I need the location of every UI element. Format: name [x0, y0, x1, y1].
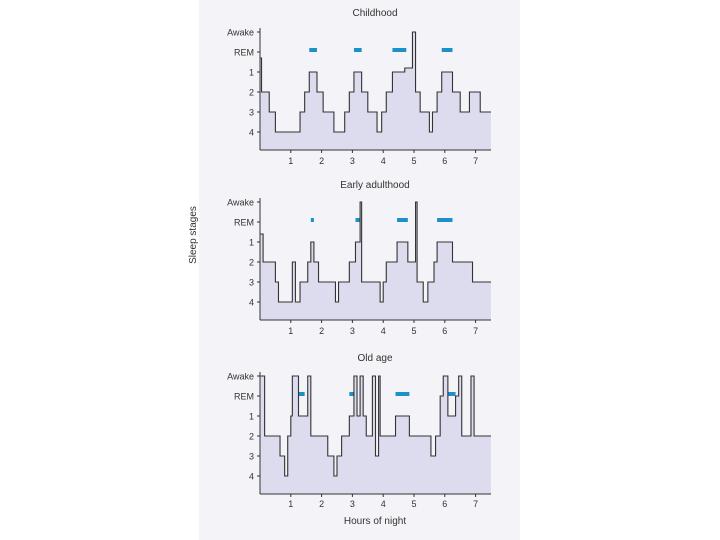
x-tick-label: 4 [381, 499, 386, 509]
rem-period [353, 48, 362, 52]
rem-period [310, 218, 314, 222]
x-tick-label: 2 [319, 326, 324, 336]
chart-title: Old age [357, 353, 392, 364]
y-tick-label: 1 [249, 68, 254, 78]
y-tick-label: REM [234, 218, 254, 228]
chart-early-adulthood: Early adulthood Awake REM 1 2 3 4 1 2 3 4 5 6 7 [227, 180, 491, 336]
rem-period [437, 218, 453, 222]
hypnogram-area [260, 32, 491, 150]
x-tick-label: 4 [381, 156, 386, 166]
x-tick-label: 2 [319, 499, 324, 509]
y-tick-label: 1 [249, 412, 254, 422]
y-tick-label: 3 [249, 278, 254, 288]
y-tick-label: 4 [249, 128, 254, 138]
rem-period [309, 48, 317, 52]
x-tick-label: 6 [442, 156, 447, 166]
rem-period [355, 218, 361, 222]
x-tick-label: 3 [350, 499, 355, 509]
chart-title: Childhood [352, 8, 397, 19]
chart-childhood: Childhood Awake REM 1 2 3 4 1 2 3 4 5 6 7 [227, 8, 491, 166]
rem-period [397, 218, 408, 222]
y-tick-label: 3 [249, 108, 254, 118]
rem-period [441, 48, 453, 52]
x-tick-label: 5 [411, 326, 416, 336]
rem-period [392, 48, 407, 52]
x-tick-label: 3 [350, 156, 355, 166]
x-tick-label: 1 [288, 156, 293, 166]
y-tick-label: Awake [227, 372, 254, 382]
x-tick-label: 1 [288, 326, 293, 336]
y-tick-label: 3 [249, 452, 254, 462]
y-tick-label: 2 [249, 432, 254, 442]
hypnogram-line [260, 31, 491, 133]
x-tick-label: 7 [473, 326, 478, 336]
x-tick-label: 5 [411, 499, 416, 509]
x-tick-label: 7 [473, 156, 478, 166]
x-axis-title: Hours of night [344, 516, 406, 527]
y-tick-label: 4 [249, 298, 254, 308]
hypnogram-area [260, 202, 491, 320]
x-tick-label: 2 [319, 156, 324, 166]
y-tick-label: 2 [249, 88, 254, 98]
hypnogram-line [260, 201, 491, 303]
chart-title: Early adulthood [340, 180, 410, 191]
rem-period [298, 392, 305, 396]
y-tick-label: REM [234, 392, 254, 402]
rem-period [349, 392, 354, 396]
y-tick-label: 1 [249, 238, 254, 248]
x-tick-label: 6 [442, 499, 447, 509]
y-tick-label: Awake [227, 198, 254, 208]
hypnogram-line [260, 375, 491, 477]
rem-period [447, 392, 456, 396]
y-tick-label: REM [234, 48, 254, 58]
y-tick-label: 2 [249, 258, 254, 268]
x-tick-label: 5 [411, 156, 416, 166]
rem-period [395, 392, 410, 396]
y-tick-label: Awake [227, 28, 254, 38]
x-tick-label: 7 [473, 499, 478, 509]
x-tick-label: 4 [381, 326, 386, 336]
chart-old-age: Old age Awake REM 1 2 3 4 1 2 3 4 5 6 7 [227, 353, 491, 509]
x-tick-label: 6 [442, 326, 447, 336]
x-tick-label: 3 [350, 326, 355, 336]
x-tick-label: 1 [288, 499, 293, 509]
y-tick-label: 4 [249, 472, 254, 482]
